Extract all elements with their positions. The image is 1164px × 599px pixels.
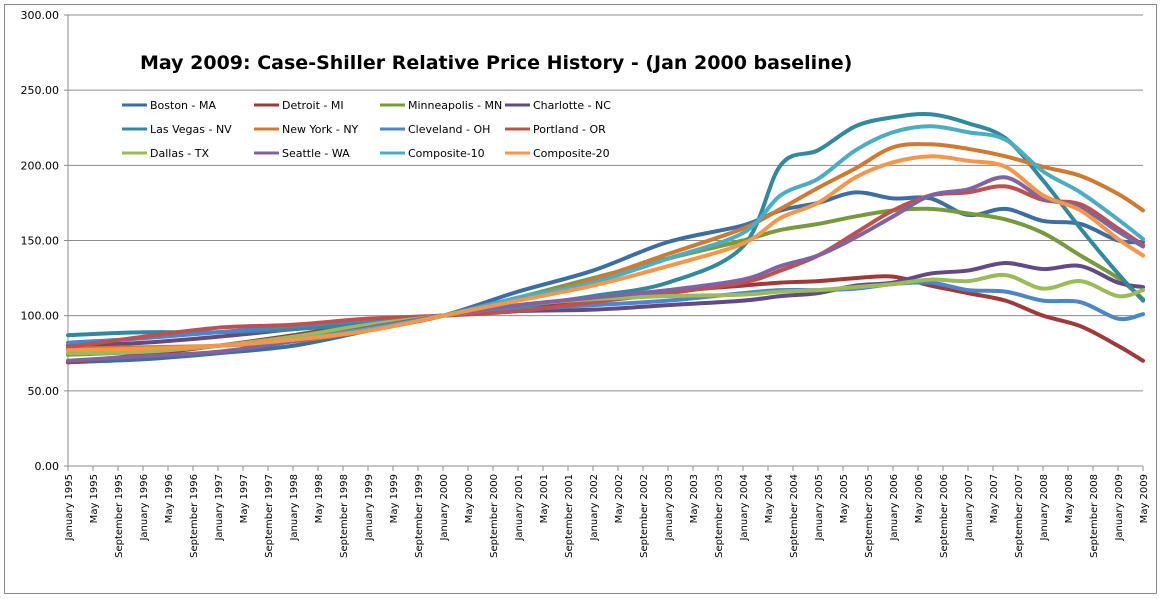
x-tick-label: January 2006 <box>889 474 900 542</box>
x-tick-label: May 1997 <box>239 474 250 523</box>
legend-label: Charlotte - NC <box>533 99 611 112</box>
x-tick-label: May 1995 <box>89 474 100 523</box>
series-line-composite-20 <box>66 154 1145 353</box>
x-tick-label: January 1997 <box>214 474 225 542</box>
x-tick-label: May 1996 <box>164 474 175 523</box>
x-tick-label: January 1995 <box>64 474 75 542</box>
x-tick-label: September 2006 <box>939 474 950 558</box>
x-tick-label: May 1998 <box>314 474 325 523</box>
x-tick-label: September 2002 <box>639 474 650 558</box>
legend-label: Composite-20 <box>533 147 610 160</box>
x-tick-label: May 2006 <box>914 474 925 523</box>
x-tick-label: September 2005 <box>864 474 875 558</box>
x-tick-label: January 2004 <box>739 474 750 542</box>
x-tick-label: September 2007 <box>1014 474 1025 558</box>
series-line-dallas-tx <box>66 272 1145 356</box>
y-tick-label: 250.00 <box>21 84 60 97</box>
x-tick-label: May 2003 <box>689 474 700 523</box>
x-tick-label: May 2008 <box>1064 474 1075 523</box>
legend-label: Composite-10 <box>408 147 485 160</box>
legend-label: Las Vegas - NV <box>150 123 232 136</box>
x-tick-label: September 2000 <box>489 474 500 558</box>
chart-title: May 2009: Case-Shiller Relative Price Hi… <box>140 52 852 74</box>
x-tick-label: January 2007 <box>964 474 975 542</box>
x-tick-label: September 2008 <box>1089 474 1100 558</box>
x-tick-label: September 1999 <box>414 474 425 558</box>
legend-label: Minneapolis - MN <box>408 99 502 112</box>
x-tick-label: January 2005 <box>814 474 825 542</box>
y-tick-label: 100.00 <box>21 310 60 323</box>
x-tick-label: May 2000 <box>464 474 475 523</box>
x-tick-label: May 2001 <box>539 474 550 523</box>
x-tick-label: January 2009 <box>1114 474 1125 542</box>
chart-frame <box>4 4 1157 594</box>
x-tick-label: May 1999 <box>389 474 400 523</box>
x-tick-label: May 2002 <box>614 474 625 523</box>
x-tick-label: January 1998 <box>289 474 300 542</box>
legend-label: Boston - MA <box>150 99 216 112</box>
x-tick-label: May 2009 <box>1139 474 1150 523</box>
x-tick-label: September 1998 <box>339 474 350 558</box>
x-tick-label: January 1996 <box>139 474 150 542</box>
x-tick-label: January 2002 <box>589 474 600 542</box>
legend-label: New York - NY <box>282 123 359 136</box>
x-tick-label: January 2000 <box>439 474 450 542</box>
legend-label: Dallas - TX <box>150 147 209 160</box>
x-tick-label: May 2005 <box>839 474 850 523</box>
x-tick-label: January 1999 <box>364 474 375 542</box>
x-tick-label: September 1997 <box>264 474 275 558</box>
y-tick-label: 0.00 <box>35 460 60 473</box>
y-tick-label: 50.00 <box>28 385 60 398</box>
legend-label: Detroit - MI <box>282 99 344 112</box>
legend-label: Portland - OR <box>533 123 606 136</box>
x-tick-label: September 1996 <box>189 474 200 558</box>
y-tick-label: 300.00 <box>21 9 60 22</box>
x-tick-label: January 2003 <box>664 474 675 542</box>
x-tick-label: January 2001 <box>514 474 525 542</box>
y-tick-label: 200.00 <box>21 159 60 172</box>
series-line-portland-or <box>66 184 1145 350</box>
x-tick-label: September 2001 <box>564 474 575 558</box>
legend-label: Cleveland - OH <box>408 123 490 136</box>
x-tick-label: January 2008 <box>1039 474 1050 542</box>
x-tick-label: September 1995 <box>114 474 125 558</box>
legend-label: Seattle - WA <box>282 147 350 160</box>
x-tick-label: September 2003 <box>714 474 725 558</box>
y-tick-label: 150.00 <box>21 235 60 248</box>
series-line-new-york-ny <box>66 142 1145 351</box>
x-tick-label: May 2004 <box>764 474 775 523</box>
x-tick-label: September 2004 <box>789 474 800 558</box>
x-tick-label: May 2007 <box>989 474 1000 523</box>
